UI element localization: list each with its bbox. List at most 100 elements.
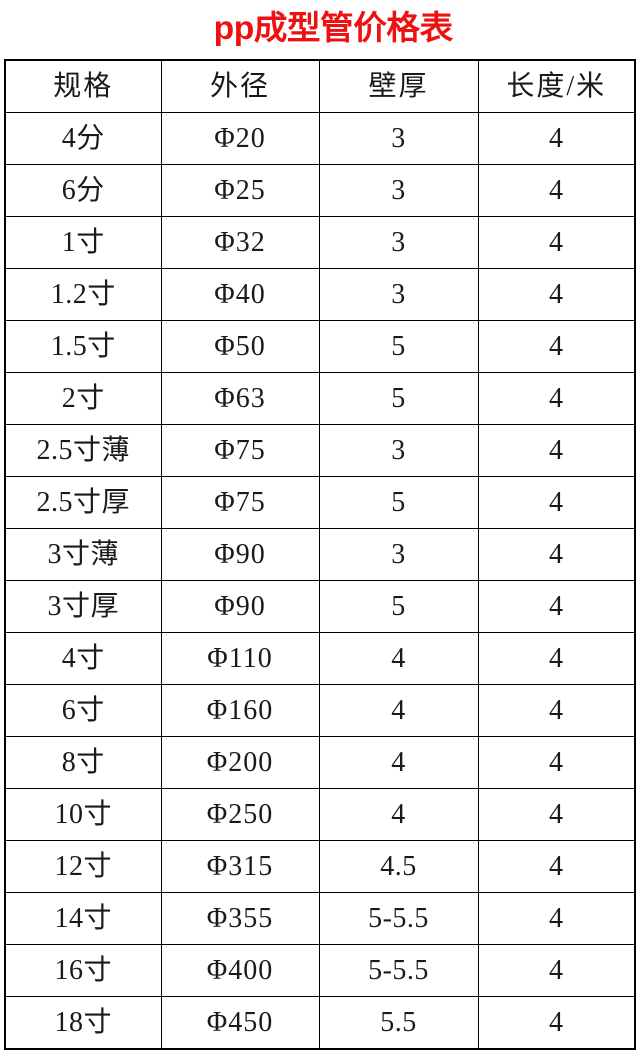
cell-spec: 12寸 (4, 840, 162, 893)
cell-spec: 3寸厚 (4, 580, 162, 633)
cell-spec: 1寸 (4, 216, 162, 269)
cell-wall-thickness: 4 (318, 736, 479, 789)
cell-wall-thickness: 4 (318, 632, 479, 685)
cell-wall-thickness: 4 (318, 788, 479, 841)
cell-length: 4 (477, 268, 636, 321)
table-row: 4分 Φ20 3 4 (4, 112, 636, 165)
cell-wall-thickness: 5 (318, 476, 479, 529)
cell-length: 4 (477, 944, 636, 997)
cell-spec: 8寸 (4, 736, 162, 789)
cell-spec: 2.5寸薄 (4, 424, 162, 477)
cell-wall-thickness: 3 (318, 216, 479, 269)
cell-outer-diameter: Φ450 (160, 996, 320, 1050)
cell-outer-diameter: Φ75 (160, 476, 320, 529)
table-row: 18寸 Φ450 5.5 4 (4, 996, 636, 1050)
cell-outer-diameter: Φ25 (160, 164, 320, 217)
cell-spec: 1.5寸 (4, 320, 162, 373)
cell-spec: 10寸 (4, 788, 162, 841)
cell-outer-diameter: Φ355 (160, 892, 320, 945)
cell-outer-diameter: Φ90 (160, 528, 320, 581)
cell-spec: 6分 (4, 164, 162, 217)
cell-length: 4 (477, 164, 636, 217)
column-header-wall-thickness: 壁厚 (318, 59, 479, 113)
cell-spec: 4分 (4, 112, 162, 165)
cell-wall-thickness: 5-5.5 (318, 944, 479, 997)
pp-pipe-price-table: 规格 外径 壁厚 长度/米 4分 Φ20 3 4 6分 Φ25 3 4 1寸 Φ… (4, 59, 636, 1050)
cell-wall-thickness: 5 (318, 580, 479, 633)
cell-outer-diameter: Φ400 (160, 944, 320, 997)
table-row: 6寸 Φ160 4 4 (4, 684, 636, 737)
table-row: 1寸 Φ32 3 4 (4, 216, 636, 269)
cell-length: 4 (477, 840, 636, 893)
page-title: pp成型管价格表 (213, 9, 454, 46)
table-row: 2.5寸薄 Φ75 3 4 (4, 424, 636, 477)
cell-spec: 3寸薄 (4, 528, 162, 581)
cell-wall-thickness: 3 (318, 112, 479, 165)
table-row: 3寸厚 Φ90 5 4 (4, 580, 636, 633)
column-header-spec: 规格 (4, 59, 162, 113)
cell-outer-diameter: Φ40 (160, 268, 320, 321)
cell-wall-thickness: 3 (318, 268, 479, 321)
cell-outer-diameter: Φ20 (160, 112, 320, 165)
cell-length: 4 (477, 476, 636, 529)
table-row: 16寸 Φ400 5-5.5 4 (4, 944, 636, 997)
cell-spec: 1.2寸 (4, 268, 162, 321)
cell-spec: 2寸 (4, 372, 162, 425)
cell-length: 4 (477, 112, 636, 165)
table-row: 1.5寸 Φ50 5 4 (4, 320, 636, 373)
table-row: 12寸 Φ315 4.5 4 (4, 840, 636, 893)
table-row: 14寸 Φ355 5-5.5 4 (4, 892, 636, 945)
cell-wall-thickness: 4.5 (318, 840, 479, 893)
page-title-bar: pp成型管价格表 (0, 0, 637, 56)
column-header-outer-diameter: 外径 (160, 59, 320, 113)
cell-spec: 16寸 (4, 944, 162, 997)
cell-outer-diameter: Φ50 (160, 320, 320, 373)
cell-wall-thickness: 5-5.5 (318, 892, 479, 945)
column-header-length: 长度/米 (477, 59, 636, 113)
cell-wall-thickness: 3 (318, 164, 479, 217)
cell-outer-diameter: Φ160 (160, 684, 320, 737)
cell-spec: 14寸 (4, 892, 162, 945)
cell-wall-thickness: 3 (318, 424, 479, 477)
table-body: 4分 Φ20 3 4 6分 Φ25 3 4 1寸 Φ32 3 4 1.2寸 Φ4… (4, 112, 636, 1050)
cell-length: 4 (477, 372, 636, 425)
table-row: 1.2寸 Φ40 3 4 (4, 268, 636, 321)
cell-length: 4 (477, 892, 636, 945)
cell-spec: 18寸 (4, 996, 162, 1050)
cell-outer-diameter: Φ90 (160, 580, 320, 633)
table-row: 10寸 Φ250 4 4 (4, 788, 636, 841)
cell-length: 4 (477, 424, 636, 477)
table-row: 8寸 Φ200 4 4 (4, 736, 636, 789)
cell-outer-diameter: Φ200 (160, 736, 320, 789)
table-row: 2.5寸厚 Φ75 5 4 (4, 476, 636, 529)
cell-length: 4 (477, 788, 636, 841)
table-row: 6分 Φ25 3 4 (4, 164, 636, 217)
cell-length: 4 (477, 632, 636, 685)
cell-outer-diameter: Φ250 (160, 788, 320, 841)
table-header-row: 规格 外径 壁厚 长度/米 (4, 59, 636, 113)
cell-spec: 2.5寸厚 (4, 476, 162, 529)
cell-outer-diameter: Φ110 (160, 632, 320, 685)
cell-length: 4 (477, 736, 636, 789)
cell-spec: 6寸 (4, 684, 162, 737)
cell-outer-diameter: Φ75 (160, 424, 320, 477)
cell-wall-thickness: 5.5 (318, 996, 479, 1050)
cell-outer-diameter: Φ315 (160, 840, 320, 893)
cell-outer-diameter: Φ32 (160, 216, 320, 269)
table-header: 规格 外径 壁厚 长度/米 (4, 59, 636, 113)
cell-length: 4 (477, 996, 636, 1050)
cell-length: 4 (477, 320, 636, 373)
cell-wall-thickness: 4 (318, 684, 479, 737)
cell-wall-thickness: 5 (318, 372, 479, 425)
cell-wall-thickness: 5 (318, 320, 479, 373)
cell-length: 4 (477, 528, 636, 581)
table-row: 3寸薄 Φ90 3 4 (4, 528, 636, 581)
table-row: 4寸 Φ110 4 4 (4, 632, 636, 685)
cell-outer-diameter: Φ63 (160, 372, 320, 425)
cell-length: 4 (477, 216, 636, 269)
cell-length: 4 (477, 684, 636, 737)
cell-spec: 4寸 (4, 632, 162, 685)
table-row: 2寸 Φ63 5 4 (4, 372, 636, 425)
cell-wall-thickness: 3 (318, 528, 479, 581)
